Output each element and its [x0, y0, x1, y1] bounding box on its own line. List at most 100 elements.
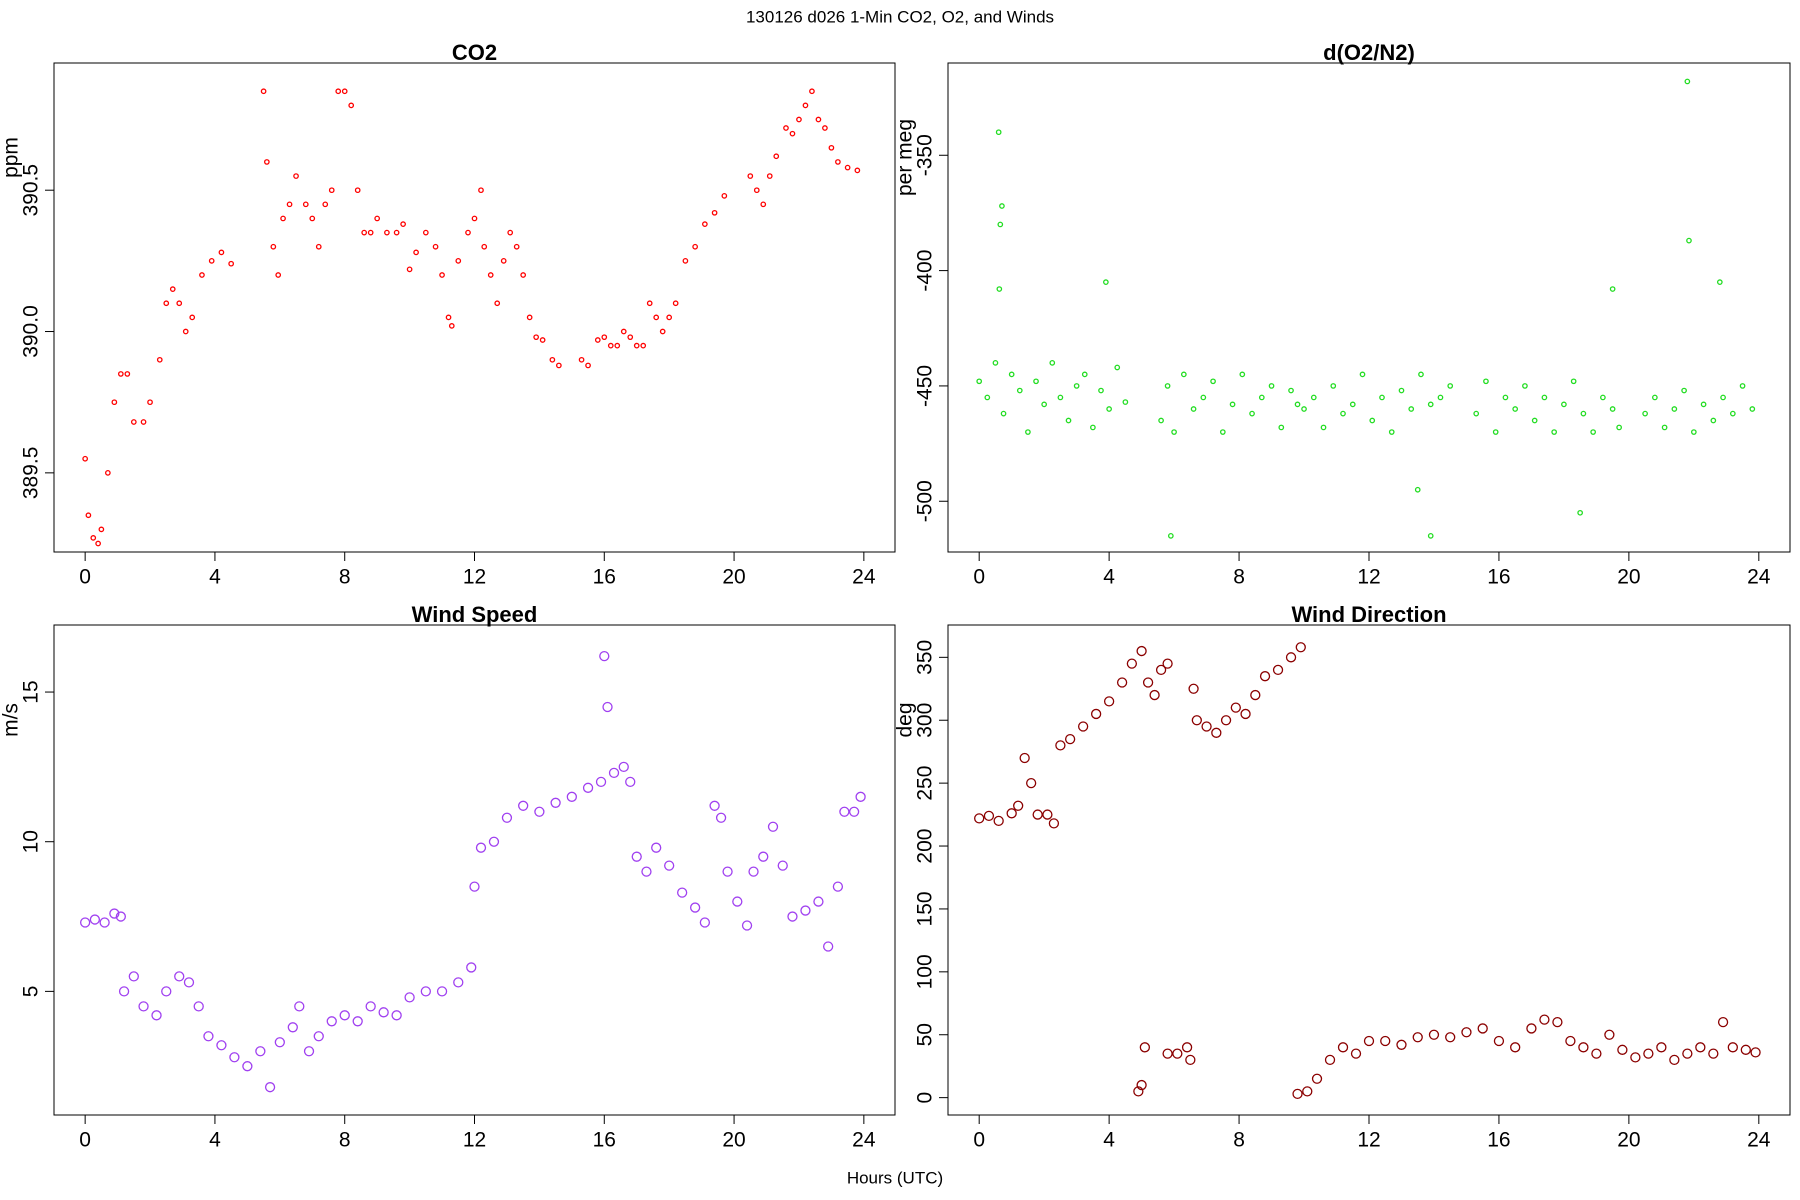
data-point — [1133, 1086, 1144, 1097]
data-point — [1164, 383, 1171, 389]
data-point — [672, 300, 679, 307]
data-point — [566, 791, 577, 802]
data-point — [549, 356, 556, 363]
data-point — [439, 272, 445, 278]
data-point — [1578, 1042, 1589, 1053]
data-point — [1739, 383, 1746, 389]
data-point — [995, 129, 1002, 136]
data-point — [608, 767, 620, 779]
plot-frame — [53, 624, 896, 1116]
y-axis-label: per meg — [894, 119, 917, 196]
data-point — [130, 419, 137, 425]
data-point — [1090, 424, 1096, 431]
data-point — [1502, 394, 1509, 401]
data-point — [1363, 1035, 1375, 1047]
data-point — [722, 866, 733, 877]
x-tick-label: 24 — [1747, 1129, 1771, 1152]
data-point — [601, 334, 608, 341]
data-point — [315, 243, 322, 250]
data-point — [199, 272, 205, 278]
data-point — [1512, 406, 1519, 412]
data-point — [651, 842, 662, 853]
data-point — [640, 342, 647, 349]
data-point — [1740, 1044, 1751, 1055]
data-point — [1026, 777, 1037, 789]
x-tick-label: 12 — [1357, 1129, 1380, 1152]
data-point — [1591, 1048, 1602, 1059]
panel-title: Wind Speed — [412, 602, 538, 627]
data-point — [614, 342, 621, 349]
data-point — [326, 1016, 337, 1027]
data-point — [1230, 702, 1241, 713]
data-point — [992, 360, 999, 366]
data-point — [1750, 1047, 1761, 1058]
figure-title: 130126 d026 1-Min CO2, O2, and Winds — [746, 7, 1054, 26]
y-tick-label: 250 — [914, 766, 937, 801]
y-tick-label: 100 — [914, 954, 937, 989]
data-point — [760, 201, 767, 208]
data-point — [783, 125, 789, 131]
data-point — [1473, 410, 1480, 417]
data-point — [666, 314, 673, 321]
data-point — [709, 800, 720, 811]
panel: Wind Direction deg 0 4 8 12 16 20 24 0 50 100 150 200… — [894, 602, 1791, 1152]
data-point — [1136, 1079, 1147, 1091]
data-point — [128, 971, 139, 982]
data-point — [1379, 394, 1385, 401]
data-point — [711, 209, 718, 216]
data-point — [161, 986, 172, 997]
data-point — [1577, 509, 1583, 516]
data-point — [176, 300, 183, 307]
data-point — [1064, 733, 1076, 745]
data-point — [578, 356, 585, 363]
y-axis-label: m/s — [0, 703, 23, 737]
data-point — [677, 887, 688, 898]
data-point — [800, 905, 811, 916]
data-point — [1716, 279, 1723, 285]
data-point — [1201, 721, 1212, 732]
data-point — [1369, 417, 1376, 424]
y-tick-label: 390.0 — [20, 305, 43, 358]
data-point — [664, 860, 675, 871]
data-point — [1483, 378, 1489, 385]
data-point — [1188, 683, 1199, 694]
data-point — [1158, 417, 1164, 424]
data-point — [631, 851, 642, 862]
data-point — [436, 986, 448, 997]
y-tick-label: 50 — [914, 1023, 937, 1046]
y-tick-label: 5 — [20, 986, 43, 998]
data-point — [1136, 645, 1147, 657]
data-point — [1033, 378, 1039, 385]
data-point — [627, 334, 634, 341]
data-point — [513, 243, 520, 250]
data-point — [1139, 1042, 1151, 1053]
data-point — [828, 144, 835, 151]
data-point — [118, 986, 130, 997]
data-point — [1259, 671, 1271, 682]
y-tick-label: -350 — [914, 134, 937, 176]
data-point — [193, 1001, 204, 1012]
x-tick-label: 8 — [1233, 1129, 1245, 1152]
data-point — [1652, 394, 1658, 401]
data-point — [839, 806, 850, 817]
y-tick-label: 200 — [914, 829, 937, 864]
data-point — [1727, 1042, 1738, 1053]
x-tick-label: 8 — [1233, 566, 1245, 589]
y-tick-label: -400 — [914, 250, 937, 292]
data-point — [699, 917, 711, 928]
data-point — [255, 1046, 266, 1057]
data-point — [275, 272, 282, 278]
data-point — [1142, 677, 1154, 688]
y-axis-label: ppm — [0, 137, 23, 178]
data-point — [1617, 1044, 1628, 1055]
data-point — [500, 258, 507, 264]
data-point — [1551, 429, 1558, 435]
data-point — [1461, 1027, 1472, 1038]
y-tick-label: 350 — [914, 640, 937, 675]
data-point — [1301, 406, 1307, 412]
data-point — [1682, 1048, 1693, 1059]
data-point — [208, 258, 215, 264]
data-point — [90, 535, 97, 541]
data-point — [1565, 1035, 1576, 1047]
data-point — [1570, 378, 1577, 385]
